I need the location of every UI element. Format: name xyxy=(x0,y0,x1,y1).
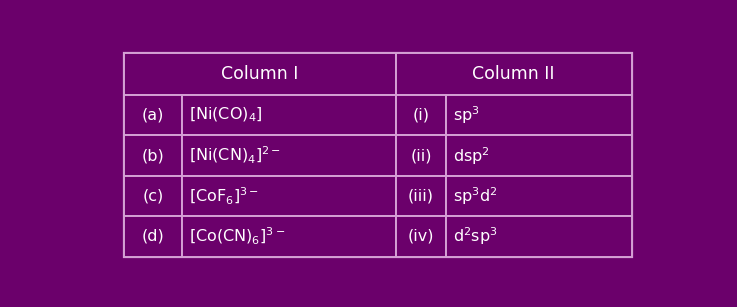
Text: (iii): (iii) xyxy=(408,188,434,204)
Text: Column I: Column I xyxy=(221,65,298,83)
Text: (d): (d) xyxy=(142,229,164,244)
Bar xyxy=(124,135,182,176)
Bar xyxy=(182,216,396,257)
Bar xyxy=(124,53,396,95)
Text: (i): (i) xyxy=(413,108,430,123)
Text: [Ni(CO)$_4$]: [Ni(CO)$_4$] xyxy=(189,106,262,124)
Text: (ii): (ii) xyxy=(411,148,432,163)
Text: Column II: Column II xyxy=(472,65,555,83)
Bar xyxy=(396,216,447,257)
Text: [Co(CN)$_6$]$^{3-}$: [Co(CN)$_6$]$^{3-}$ xyxy=(189,226,285,247)
Bar xyxy=(447,135,632,176)
Text: (a): (a) xyxy=(142,108,164,123)
Text: (iv): (iv) xyxy=(408,229,434,244)
Bar xyxy=(124,176,182,216)
Bar xyxy=(396,135,447,176)
Text: d$^2$sp$^3$: d$^2$sp$^3$ xyxy=(453,226,498,247)
Bar xyxy=(447,176,632,216)
Text: sp$^3$d$^2$: sp$^3$d$^2$ xyxy=(453,185,497,207)
Bar xyxy=(124,216,182,257)
Text: sp$^3$: sp$^3$ xyxy=(453,104,480,126)
Text: (c): (c) xyxy=(142,188,164,204)
Bar xyxy=(396,95,447,135)
Bar xyxy=(182,95,396,135)
Bar xyxy=(396,176,447,216)
Text: (b): (b) xyxy=(142,148,164,163)
Text: dsp$^2$: dsp$^2$ xyxy=(453,145,490,166)
Bar xyxy=(124,53,632,257)
Bar xyxy=(124,95,182,135)
Bar xyxy=(447,95,632,135)
Bar xyxy=(182,176,396,216)
Bar xyxy=(396,53,632,95)
Bar xyxy=(182,135,396,176)
Bar xyxy=(447,216,632,257)
Text: [CoF$_6$]$^{3-}$: [CoF$_6$]$^{3-}$ xyxy=(189,185,259,207)
Text: [Ni(CN)$_4$]$^{2-}$: [Ni(CN)$_4$]$^{2-}$ xyxy=(189,145,281,166)
